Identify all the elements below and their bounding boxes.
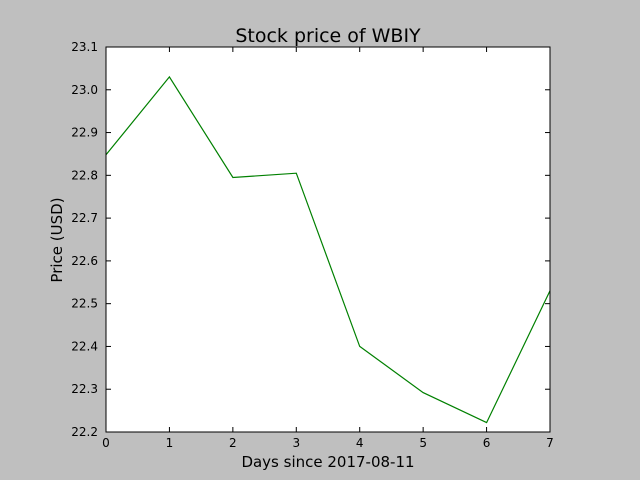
x-tick-label: 0 bbox=[102, 436, 110, 450]
y-tick-label: 22.5 bbox=[71, 297, 98, 311]
x-tick-label: 1 bbox=[166, 436, 174, 450]
y-tick-label: 23.0 bbox=[71, 83, 98, 97]
x-tick-label: 5 bbox=[419, 436, 427, 450]
y-tick-label: 22.4 bbox=[71, 339, 98, 353]
y-tick-label: 22.7 bbox=[71, 211, 98, 225]
y-tick-label: 22.3 bbox=[71, 382, 98, 396]
plot-frame bbox=[105, 46, 551, 433]
x-tick-label: 3 bbox=[292, 436, 300, 450]
y-tick-label: 22.6 bbox=[71, 254, 98, 268]
chart-title: Stock price of WBIY bbox=[235, 25, 421, 47]
x-axis-label: Days since 2017-08-11 bbox=[241, 453, 414, 471]
y-axis-label: Price (USD) bbox=[48, 197, 66, 282]
tick-labels-group: 0 1 2 3 4 5 6 7 22.2 22.3 22.4 22.5 22.6 22.7 22.8 22.9… bbox=[71, 40, 554, 450]
y-tick-label: 22.9 bbox=[71, 126, 98, 140]
y-tick-label: 22.2 bbox=[71, 425, 98, 439]
series-line bbox=[105, 75, 551, 424]
x-tick-label: 4 bbox=[356, 436, 364, 450]
y-tick-label: 23.1 bbox=[71, 40, 98, 54]
x-tick-label: 7 bbox=[546, 436, 554, 450]
x-tick-label: 2 bbox=[229, 436, 237, 450]
x-tick-label: 6 bbox=[483, 436, 491, 450]
y-tick-label: 22.8 bbox=[71, 168, 98, 182]
plot-area bbox=[106, 47, 550, 432]
